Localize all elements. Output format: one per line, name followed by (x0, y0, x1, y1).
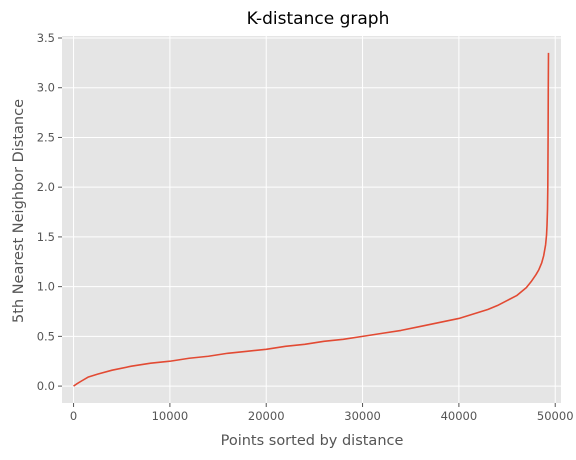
x-axis-title: Points sorted by distance (221, 433, 404, 449)
k-distance-line (73, 52, 550, 387)
plot-area (62, 36, 561, 403)
x-tick-label: 40000 (441, 409, 478, 423)
y-tick-label: 1.5 (37, 230, 55, 244)
x-tick-label: 10000 (152, 409, 189, 423)
y-tick-label: 2.5 (37, 130, 55, 144)
chart-title: K-distance graph (247, 9, 390, 29)
y-tick-label: 0.5 (37, 329, 55, 343)
y-tick-label: 1.0 (37, 280, 55, 294)
y-tick-label: 3.0 (37, 81, 55, 95)
y-tick-label: 0.0 (37, 379, 55, 393)
x-tick-label: 30000 (344, 409, 381, 423)
x-tick-label: 50000 (537, 409, 574, 423)
y-axis-title: 5th Nearest Neighbor Distance (11, 99, 27, 323)
x-tick-label: 20000 (248, 409, 285, 423)
y-tick-label: 3.5 (37, 31, 55, 45)
x-tick-label: 0 (70, 409, 77, 423)
y-tick-label: 2.0 (37, 180, 55, 194)
